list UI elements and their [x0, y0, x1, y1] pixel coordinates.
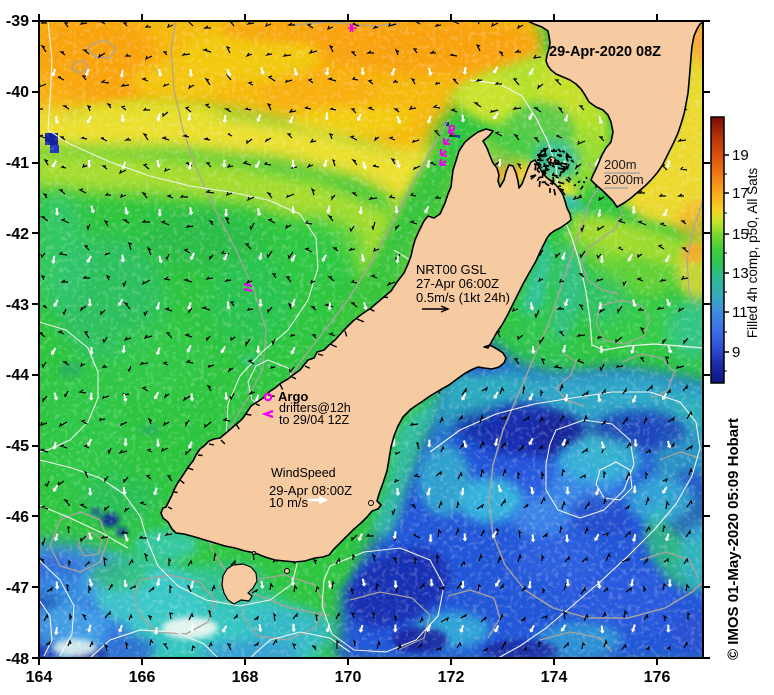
svg-text:-45: -45: [6, 438, 29, 455]
svg-text:-41: -41: [6, 155, 29, 172]
svg-text:176: 176: [644, 669, 671, 686]
svg-text:NRT00 GSL: NRT00 GSL: [416, 262, 487, 277]
svg-text:-47: -47: [6, 580, 29, 597]
svg-text:-43: -43: [6, 297, 29, 314]
svg-text:11: 11: [732, 304, 748, 321]
svg-text:Filled 4h comp, p50, All Sats: Filled 4h comp, p50, All Sats: [745, 168, 760, 339]
svg-text:174: 174: [541, 669, 568, 686]
svg-text:27-Apr 06:00Z: 27-Apr 06:00Z: [416, 276, 499, 291]
svg-text:© IMOS 01-May-2020 05:09 Hobar: © IMOS 01-May-2020 05:09 Hobart: [725, 418, 742, 660]
svg-text:-44: -44: [6, 367, 29, 384]
svg-text:170: 170: [335, 669, 362, 686]
svg-text:-42: -42: [6, 226, 29, 243]
svg-text:200m: 200m: [604, 157, 637, 172]
svg-text:-39: -39: [6, 13, 29, 30]
svg-text:17: 17: [732, 185, 749, 202]
svg-text:2000m: 2000m: [604, 172, 644, 187]
svg-text:-48: -48: [6, 651, 29, 668]
svg-text:19: 19: [732, 147, 749, 164]
svg-text:to 29/04 12Z: to 29/04 12Z: [279, 413, 350, 427]
svg-text:172: 172: [438, 669, 465, 686]
svg-text:10 m/s: 10 m/s: [269, 495, 309, 510]
svg-text:-40: -40: [6, 84, 29, 101]
svg-text:13: 13: [732, 265, 749, 282]
svg-text:WindSpeed: WindSpeed: [271, 466, 336, 480]
svg-text:29-Apr 08:00Z: 29-Apr 08:00Z: [269, 483, 352, 498]
svg-text:168: 168: [232, 669, 259, 686]
svg-text:164: 164: [26, 669, 53, 686]
svg-text:Argo: Argo: [278, 389, 308, 404]
svg-text:drifters@12h: drifters@12h: [279, 401, 351, 415]
svg-text:29-Apr-2020 08Z: 29-Apr-2020 08Z: [549, 44, 661, 60]
svg-text:9: 9: [732, 344, 740, 361]
svg-text:15: 15: [732, 226, 749, 243]
svg-text:0.5m/s (1kt 24h): 0.5m/s (1kt 24h): [416, 290, 510, 305]
svg-text:-46: -46: [6, 509, 29, 526]
svg-text:166: 166: [129, 669, 156, 686]
